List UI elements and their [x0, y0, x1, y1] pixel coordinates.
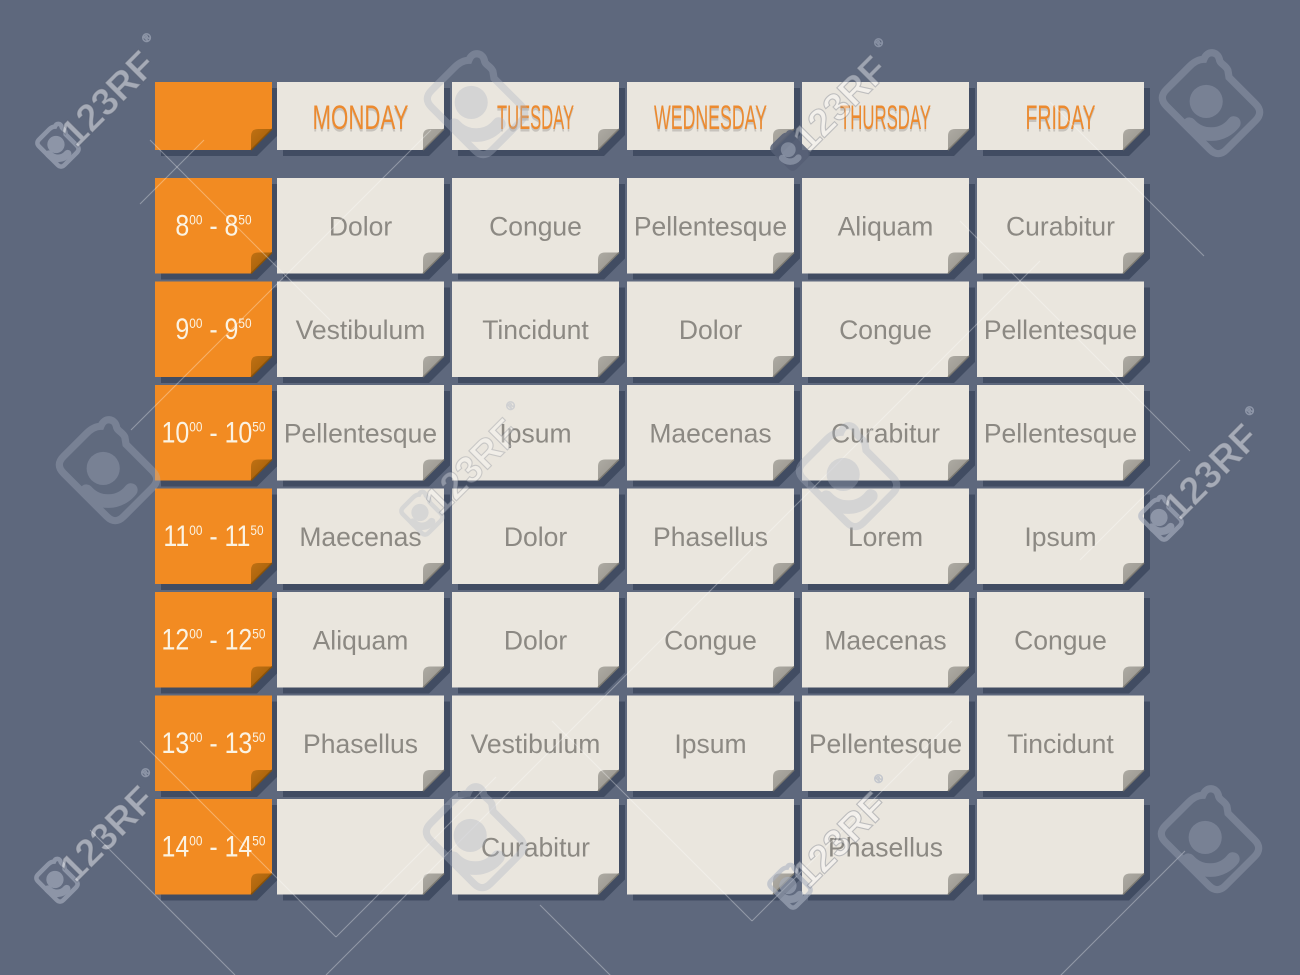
svg-text:Curabitur: Curabitur [1006, 211, 1115, 241]
svg-text:MONDAY: MONDAY [313, 102, 409, 140]
svg-text:Lorem: Lorem [848, 522, 923, 552]
svg-text:Dolor: Dolor [504, 522, 568, 552]
svg-text:Dolor: Dolor [504, 625, 568, 655]
svg-text:THURSDAY: THURSDAY [840, 102, 931, 140]
svg-text:Tincidunt: Tincidunt [482, 315, 589, 345]
svg-text:900 - 950: 900 - 950 [175, 312, 251, 345]
svg-text:FRIDAY: FRIDAY [1026, 99, 1096, 137]
svg-text:Pellentesque: Pellentesque [984, 315, 1137, 345]
svg-text:1200 - 1250: 1200 - 1250 [162, 623, 266, 656]
svg-text:1000 - 1050: 1000 - 1050 [162, 416, 266, 449]
svg-text:Vestibulum: Vestibulum [471, 729, 601, 759]
svg-text:Ipsum: Ipsum [1024, 522, 1096, 552]
svg-text:Maecenas: Maecenas [649, 418, 771, 448]
svg-text:Ipsum: Ipsum [674, 729, 746, 759]
svg-text:Phasellus: Phasellus [653, 522, 768, 552]
svg-text:1100 - 1150: 1100 - 1150 [163, 519, 263, 552]
svg-text:Pellentesque: Pellentesque [634, 211, 787, 241]
svg-text:Maecenas: Maecenas [299, 522, 421, 552]
svg-text:Dolor: Dolor [329, 211, 393, 241]
svg-text:Vestibulum: Vestibulum [296, 315, 426, 345]
svg-text:Pellentesque: Pellentesque [284, 418, 437, 448]
svg-text:Ipsum: Ipsum [499, 418, 571, 448]
svg-text:Curabitur: Curabitur [831, 418, 940, 448]
svg-text:WEDNESDAY: WEDNESDAY [654, 99, 767, 137]
svg-text:Phasellus: Phasellus [303, 729, 418, 759]
svg-text:Pellentesque: Pellentesque [984, 418, 1137, 448]
svg-text:Congue: Congue [664, 625, 757, 655]
svg-text:THURSDAY: THURSDAY [840, 99, 931, 137]
svg-text:Maecenas: Maecenas [824, 625, 946, 655]
svg-text:MONDAY: MONDAY [313, 99, 409, 137]
svg-text:Tincidunt: Tincidunt [1007, 729, 1114, 759]
svg-text:Curabitur: Curabitur [481, 832, 590, 862]
svg-text:1400 - 1450: 1400 - 1450 [162, 830, 266, 863]
svg-text:Dolor: Dolor [679, 315, 743, 345]
svg-text:Aliquam: Aliquam [838, 211, 934, 241]
svg-text:Congue: Congue [489, 211, 582, 241]
svg-text:800 - 850: 800 - 850 [175, 209, 251, 242]
svg-text:Congue: Congue [1014, 625, 1107, 655]
svg-text:1300 - 1350: 1300 - 1350 [162, 726, 266, 759]
svg-text:Aliquam: Aliquam [313, 625, 409, 655]
svg-text:WEDNESDAY: WEDNESDAY [654, 102, 767, 140]
svg-text:FRIDAY: FRIDAY [1026, 102, 1096, 140]
svg-text:TUESDAY: TUESDAY [497, 102, 574, 140]
svg-text:Pellentesque: Pellentesque [809, 729, 962, 759]
svg-text:Phasellus: Phasellus [828, 832, 943, 862]
svg-text:Congue: Congue [839, 315, 932, 345]
svg-text:TUESDAY: TUESDAY [497, 99, 574, 137]
